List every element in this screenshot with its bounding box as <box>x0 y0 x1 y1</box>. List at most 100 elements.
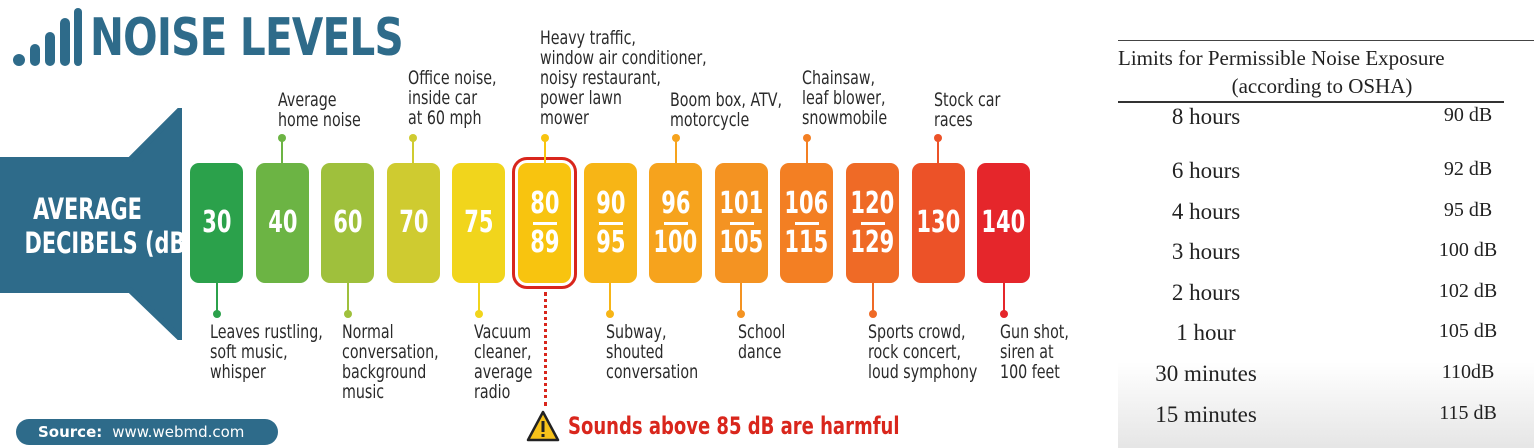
level-box: 96 100 <box>649 163 702 283</box>
source-label: Source: <box>38 423 103 441</box>
connector-line <box>412 138 414 163</box>
range-divider <box>860 221 885 225</box>
table-row: 1 hour 105 dB <box>1118 320 1534 356</box>
level-cell: 95 dB <box>1443 199 1493 221</box>
connector-dot <box>409 134 417 142</box>
caption-above-stockcar: Stock car races <box>934 89 1001 131</box>
level-value-top: 101 <box>719 185 764 221</box>
connector-line <box>478 283 480 313</box>
caption-below-leaves: Leaves rustling, soft music, whisper <box>210 321 323 383</box>
connector-dot <box>606 310 614 318</box>
level-box: 70 <box>387 163 440 283</box>
connector-dot <box>213 310 221 318</box>
level-box: 80 89 <box>512 157 577 289</box>
caption-above-home: Average home noise <box>278 89 361 131</box>
connector-dot <box>278 134 286 142</box>
level-value-top: 140 <box>981 205 1026 240</box>
source-pill: Source: www.webmd.com <box>16 419 278 445</box>
connector-line <box>544 138 546 163</box>
level-cell: 90 dB <box>1443 104 1493 126</box>
range-divider <box>729 221 754 225</box>
connector-line <box>609 283 611 313</box>
level-box: 130 <box>912 163 965 283</box>
connector-line <box>1003 283 1005 313</box>
average-decibels-label: AVERAGE DECIBELS (dB) <box>24 192 195 260</box>
table-top-rule <box>1118 40 1534 41</box>
duration-cell: 1 hour <box>1176 320 1236 345</box>
table-row: 30 minutes 110dB <box>1118 361 1534 397</box>
table-caption-line-2: (according to OSHA) <box>1231 74 1413 98</box>
level-value-top: 60 <box>332 205 363 240</box>
range-divider <box>794 221 819 225</box>
page-title: NOISE LEVELS <box>90 8 404 68</box>
level-box: 140 <box>977 163 1030 283</box>
caption-above-traffic: Heavy traffic, window air conditioner, n… <box>540 27 707 129</box>
caption-above-chainsaw: Chainsaw, leaf blower, snowmobile <box>802 67 888 129</box>
connector-line <box>675 138 677 163</box>
caption-below-conversation: Normal conversation, background music <box>342 321 439 403</box>
level-value-top: 120 <box>850 185 895 221</box>
level-value-top: 75 <box>463 205 494 240</box>
level-cell: 105 dB <box>1438 320 1498 342</box>
harm-warning: Sounds above 85 dB are harmful <box>526 410 1010 442</box>
level-cell: 110dB <box>1441 361 1495 383</box>
level-cell: 92 dB <box>1443 158 1493 180</box>
level-value-top: 70 <box>398 205 429 240</box>
duration-cell: 15 minutes <box>1155 402 1257 427</box>
table-row: 15 minutes 115 dB <box>1118 402 1534 438</box>
level-cell: 100 dB <box>1438 239 1498 261</box>
level-box: 90 95 <box>584 163 637 283</box>
warning-text: Sounds above 85 dB are harmful <box>568 412 900 440</box>
table-row: 2 hours 102 dB <box>1118 280 1534 316</box>
level-value-bottom: 95 <box>595 224 626 260</box>
range-divider <box>663 221 688 225</box>
level-value-bottom: 89 <box>529 224 560 260</box>
level-value-bottom: 129 <box>850 224 895 260</box>
connector-line <box>347 283 349 313</box>
caption-below-subway: Subway, shouted conversation <box>606 321 699 383</box>
signal-bars-icon <box>13 8 82 66</box>
level-value-top: 106 <box>784 185 829 221</box>
table-fade-overlay <box>1118 362 1534 448</box>
level-box: 75 <box>452 163 505 283</box>
level-box: 40 <box>256 163 309 283</box>
duration-cell: 6 hours <box>1171 158 1241 183</box>
connector-dot <box>672 134 680 142</box>
caption-above-boombox: Boom box, ATV, motorcycle <box>670 89 783 131</box>
connector-dot <box>1000 310 1008 318</box>
level-value-top: 80 <box>529 185 560 221</box>
table-row: 3 hours 100 dB <box>1118 239 1534 275</box>
duration-cell: 4 hours <box>1171 199 1241 224</box>
level-box: 120 129 <box>846 163 899 283</box>
duration-cell: 3 hours <box>1171 239 1241 264</box>
connector-dot <box>344 310 352 318</box>
level-cell: 102 dB <box>1438 280 1498 302</box>
table-row: 6 hours 92 dB <box>1118 158 1534 194</box>
warning-icon <box>526 410 560 442</box>
title-group: NOISE LEVELS <box>12 2 491 74</box>
connector-dot <box>541 134 549 142</box>
level-box: 101 105 <box>715 163 768 283</box>
range-divider <box>532 221 557 225</box>
caption-below-school: School dance <box>738 321 786 363</box>
average-label-line-1: AVERAGE <box>33 192 142 226</box>
connector-line <box>872 283 874 313</box>
average-label-line-2: DECIBELS (dB) <box>24 226 195 260</box>
table-row: 8 hours 90 dB <box>1118 104 1534 140</box>
caption-below-gunshot: Gun shot, siren at 100 feet <box>1000 321 1069 383</box>
level-value-bottom: 105 <box>719 224 764 260</box>
table-header-rule <box>1118 101 1504 103</box>
range-divider <box>598 221 623 225</box>
duration-cell: 2 hours <box>1171 280 1241 305</box>
table-caption-line-1: Limits for Permissible Noise Exposure <box>1118 46 1445 70</box>
duration-cell: 30 minutes <box>1155 361 1257 386</box>
harm-threshold-line <box>544 292 547 406</box>
caption-below-sports: Sports crowd, rock concert, loud symphon… <box>868 321 978 383</box>
duration-cell: 8 hours <box>1171 104 1241 129</box>
osha-table: Limits for Permissible Noise Exposure (a… <box>1118 40 1534 448</box>
level-value-top: 30 <box>201 205 232 240</box>
level-value-top: 130 <box>916 205 961 240</box>
connector-line <box>937 138 939 163</box>
megaphone-icon <box>0 108 182 340</box>
level-box: 60 <box>321 163 374 283</box>
